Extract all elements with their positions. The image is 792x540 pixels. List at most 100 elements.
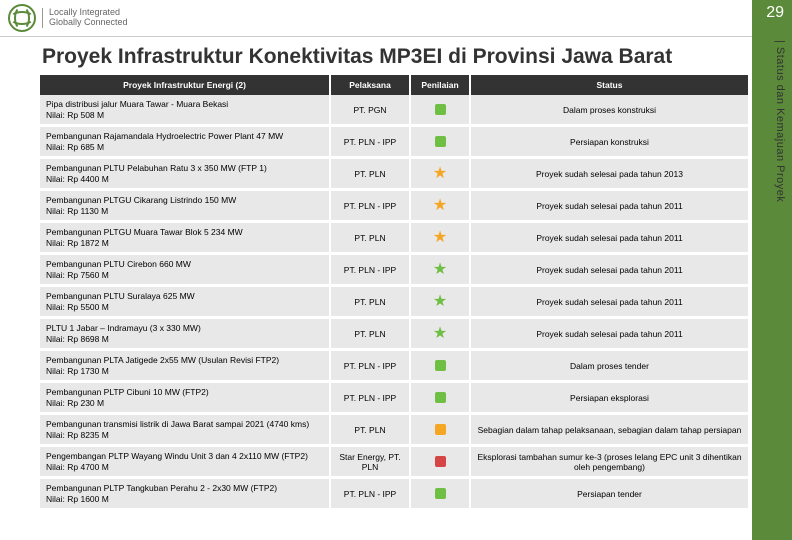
- star-icon: ★: [433, 197, 447, 214]
- logo-text: Locally Integrated Globally Connected: [42, 8, 128, 28]
- cell-project: Pembangunan PLTGU Cikarang Listrindo 150…: [40, 190, 330, 222]
- cell-penilaian: [410, 414, 470, 446]
- table-header-row: Proyek Infrastruktur Energi (2) Pelaksan…: [40, 75, 749, 95]
- table-row: Pembangunan PLTU Pelabuhan Ratu 3 x 350 …: [40, 158, 749, 190]
- cell-penilaian: [410, 382, 470, 414]
- project-name: Pembangunan PLTU Pelabuhan Ratu 3 x 350 …: [46, 163, 267, 173]
- cell-project: Pembangunan PLTP Tangkuban Perahu 2 - 2x…: [40, 478, 330, 510]
- cell-status: Persiapan tender: [470, 478, 749, 510]
- project-name: PLTU 1 Jabar – Indramayu (3 x 330 MW): [46, 323, 201, 333]
- cell-project: Pembangunan PLTGU Muara Tawar Blok 5 234…: [40, 222, 330, 254]
- project-name: Pembangunan PLTA Jatigede 2x55 MW (Usula…: [46, 355, 279, 365]
- star-icon: ★: [433, 325, 447, 342]
- cell-pelaksana: PT. PLN - IPP: [330, 478, 410, 510]
- project-nilai: Nilai: Rp 230 M: [46, 398, 323, 408]
- cell-penilaian: [410, 126, 470, 158]
- star-icon: ★: [433, 261, 447, 278]
- cell-project: Pembangunan PLTU Cirebon 660 MWNilai: Rp…: [40, 254, 330, 286]
- status-square-icon: [435, 360, 446, 371]
- cell-pelaksana: PT. PLN - IPP: [330, 254, 410, 286]
- project-name: Pembangunan Rajamandala Hydroelectric Po…: [46, 131, 283, 141]
- cell-project: Pipa distribusi jalur Muara Tawar - Muar…: [40, 95, 330, 126]
- project-nilai: Nilai: Rp 508 M: [46, 110, 323, 120]
- status-square-icon: [435, 136, 446, 147]
- status-square-icon: [435, 392, 446, 403]
- cell-penilaian: ★: [410, 158, 470, 190]
- cell-penilaian: ★: [410, 286, 470, 318]
- cell-pelaksana: PT. PLN - IPP: [330, 350, 410, 382]
- projects-table: Proyek Infrastruktur Energi (2) Pelaksan…: [40, 75, 750, 511]
- cell-status: Eksplorasi tambahan sumur ke-3 (proses l…: [470, 446, 749, 478]
- cell-pelaksana: PT. PLN - IPP: [330, 382, 410, 414]
- project-nilai: Nilai: Rp 8698 M: [46, 334, 323, 344]
- project-name: Pembangunan transmisi listrik di Jawa Ba…: [46, 419, 309, 429]
- table-row: Pembangunan PLTA Jatigede 2x55 MW (Usula…: [40, 350, 749, 382]
- col-project: Proyek Infrastruktur Energi (2): [40, 75, 330, 95]
- project-nilai: Nilai: Rp 5500 M: [46, 302, 323, 312]
- project-nilai: Nilai: Rp 8235 M: [46, 430, 323, 440]
- side-label: | Status dan Kemajuan Proyek: [774, 40, 786, 202]
- project-name: Pembangunan PLTU Suralaya 625 MW: [46, 291, 195, 301]
- project-name: Pembangunan PLTP Tangkuban Perahu 2 - 2x…: [46, 483, 277, 493]
- status-square-icon: [435, 104, 446, 115]
- cell-status: Proyek sudah selesai pada tahun 2013: [470, 158, 749, 190]
- cell-project: Pembangunan PLTA Jatigede 2x55 MW (Usula…: [40, 350, 330, 382]
- project-nilai: Nilai: Rp 1600 M: [46, 494, 323, 504]
- cell-penilaian: ★: [410, 222, 470, 254]
- cell-project: PLTU 1 Jabar – Indramayu (3 x 330 MW)Nil…: [40, 318, 330, 350]
- project-nilai: Nilai: Rp 1872 M: [46, 238, 323, 248]
- page-number: 29: [766, 4, 784, 22]
- col-penilaian: Penilaian: [410, 75, 470, 95]
- table-row: Pembangunan transmisi listrik di Jawa Ba…: [40, 414, 749, 446]
- cell-project: Pembangunan Rajamandala Hydroelectric Po…: [40, 126, 330, 158]
- cell-penilaian: [410, 446, 470, 478]
- col-status: Status: [470, 75, 749, 95]
- cell-status: Proyek sudah selesai pada tahun 2011: [470, 254, 749, 286]
- cell-pelaksana: PT. PLN - IPP: [330, 190, 410, 222]
- cell-project: Pembangunan PLTU Pelabuhan Ratu 3 x 350 …: [40, 158, 330, 190]
- cell-status: Persiapan konstruksi: [470, 126, 749, 158]
- project-nilai: Nilai: Rp 1730 M: [46, 366, 323, 376]
- table-row: Pembangunan Rajamandala Hydroelectric Po…: [40, 126, 749, 158]
- cell-pelaksana: PT. PLN: [330, 222, 410, 254]
- col-pelaksana: Pelaksana: [330, 75, 410, 95]
- table-row: Pembangunan PLTP Tangkuban Perahu 2 - 2x…: [40, 478, 749, 510]
- project-name: Pembangunan PLTU Cirebon 660 MW: [46, 259, 191, 269]
- logo-line2: Globally Connected: [49, 18, 128, 28]
- project-nilai: Nilai: Rp 685 M: [46, 142, 323, 152]
- star-icon: ★: [433, 165, 447, 182]
- star-icon: ★: [433, 229, 447, 246]
- cell-pelaksana: PT. PLN: [330, 318, 410, 350]
- cell-pelaksana: PT. PLN: [330, 286, 410, 318]
- cell-status: Dalam proses konstruksi: [470, 95, 749, 126]
- status-square-icon: [435, 424, 446, 435]
- table-row: Pembangunan PLTGU Cikarang Listrindo 150…: [40, 190, 749, 222]
- status-square-icon: [435, 456, 446, 467]
- table-row: Pembangunan PLTU Cirebon 660 MWNilai: Rp…: [40, 254, 749, 286]
- project-nilai: Nilai: Rp 4700 M: [46, 462, 323, 472]
- project-name: Pembangunan PLTGU Muara Tawar Blok 5 234…: [46, 227, 243, 237]
- table-row: Pengembangan PLTP Wayang Windu Unit 3 da…: [40, 446, 749, 478]
- cell-penilaian: ★: [410, 318, 470, 350]
- cell-status: Proyek sudah selesai pada tahun 2011: [470, 190, 749, 222]
- project-name: Pembangunan PLTP Cibuni 10 MW (FTP2): [46, 387, 209, 397]
- cell-penilaian: [410, 95, 470, 126]
- cell-pelaksana: PT. PLN: [330, 414, 410, 446]
- table-row: PLTU 1 Jabar – Indramayu (3 x 330 MW)Nil…: [40, 318, 749, 350]
- cell-status: Dalam proses tender: [470, 350, 749, 382]
- table-row: Pipa distribusi jalur Muara Tawar - Muar…: [40, 95, 749, 126]
- cell-pelaksana: PT. PLN: [330, 158, 410, 190]
- globe-icon: [8, 4, 36, 32]
- cell-status: Proyek sudah selesai pada tahun 2011: [470, 318, 749, 350]
- page-title: Proyek Infrastruktur Konektivitas MP3EI …: [42, 45, 742, 69]
- cell-status: Proyek sudah selesai pada tahun 2011: [470, 286, 749, 318]
- cell-project: Pengembangan PLTP Wayang Windu Unit 3 da…: [40, 446, 330, 478]
- cell-penilaian: ★: [410, 254, 470, 286]
- status-square-icon: [435, 488, 446, 499]
- cell-penilaian: [410, 350, 470, 382]
- project-name: Pembangunan PLTGU Cikarang Listrindo 150…: [46, 195, 236, 205]
- project-nilai: Nilai: Rp 1130 M: [46, 206, 323, 216]
- table-row: Pembangunan PLTU Suralaya 625 MWNilai: R…: [40, 286, 749, 318]
- side-accent-bar: [752, 0, 792, 540]
- cell-penilaian: [410, 478, 470, 510]
